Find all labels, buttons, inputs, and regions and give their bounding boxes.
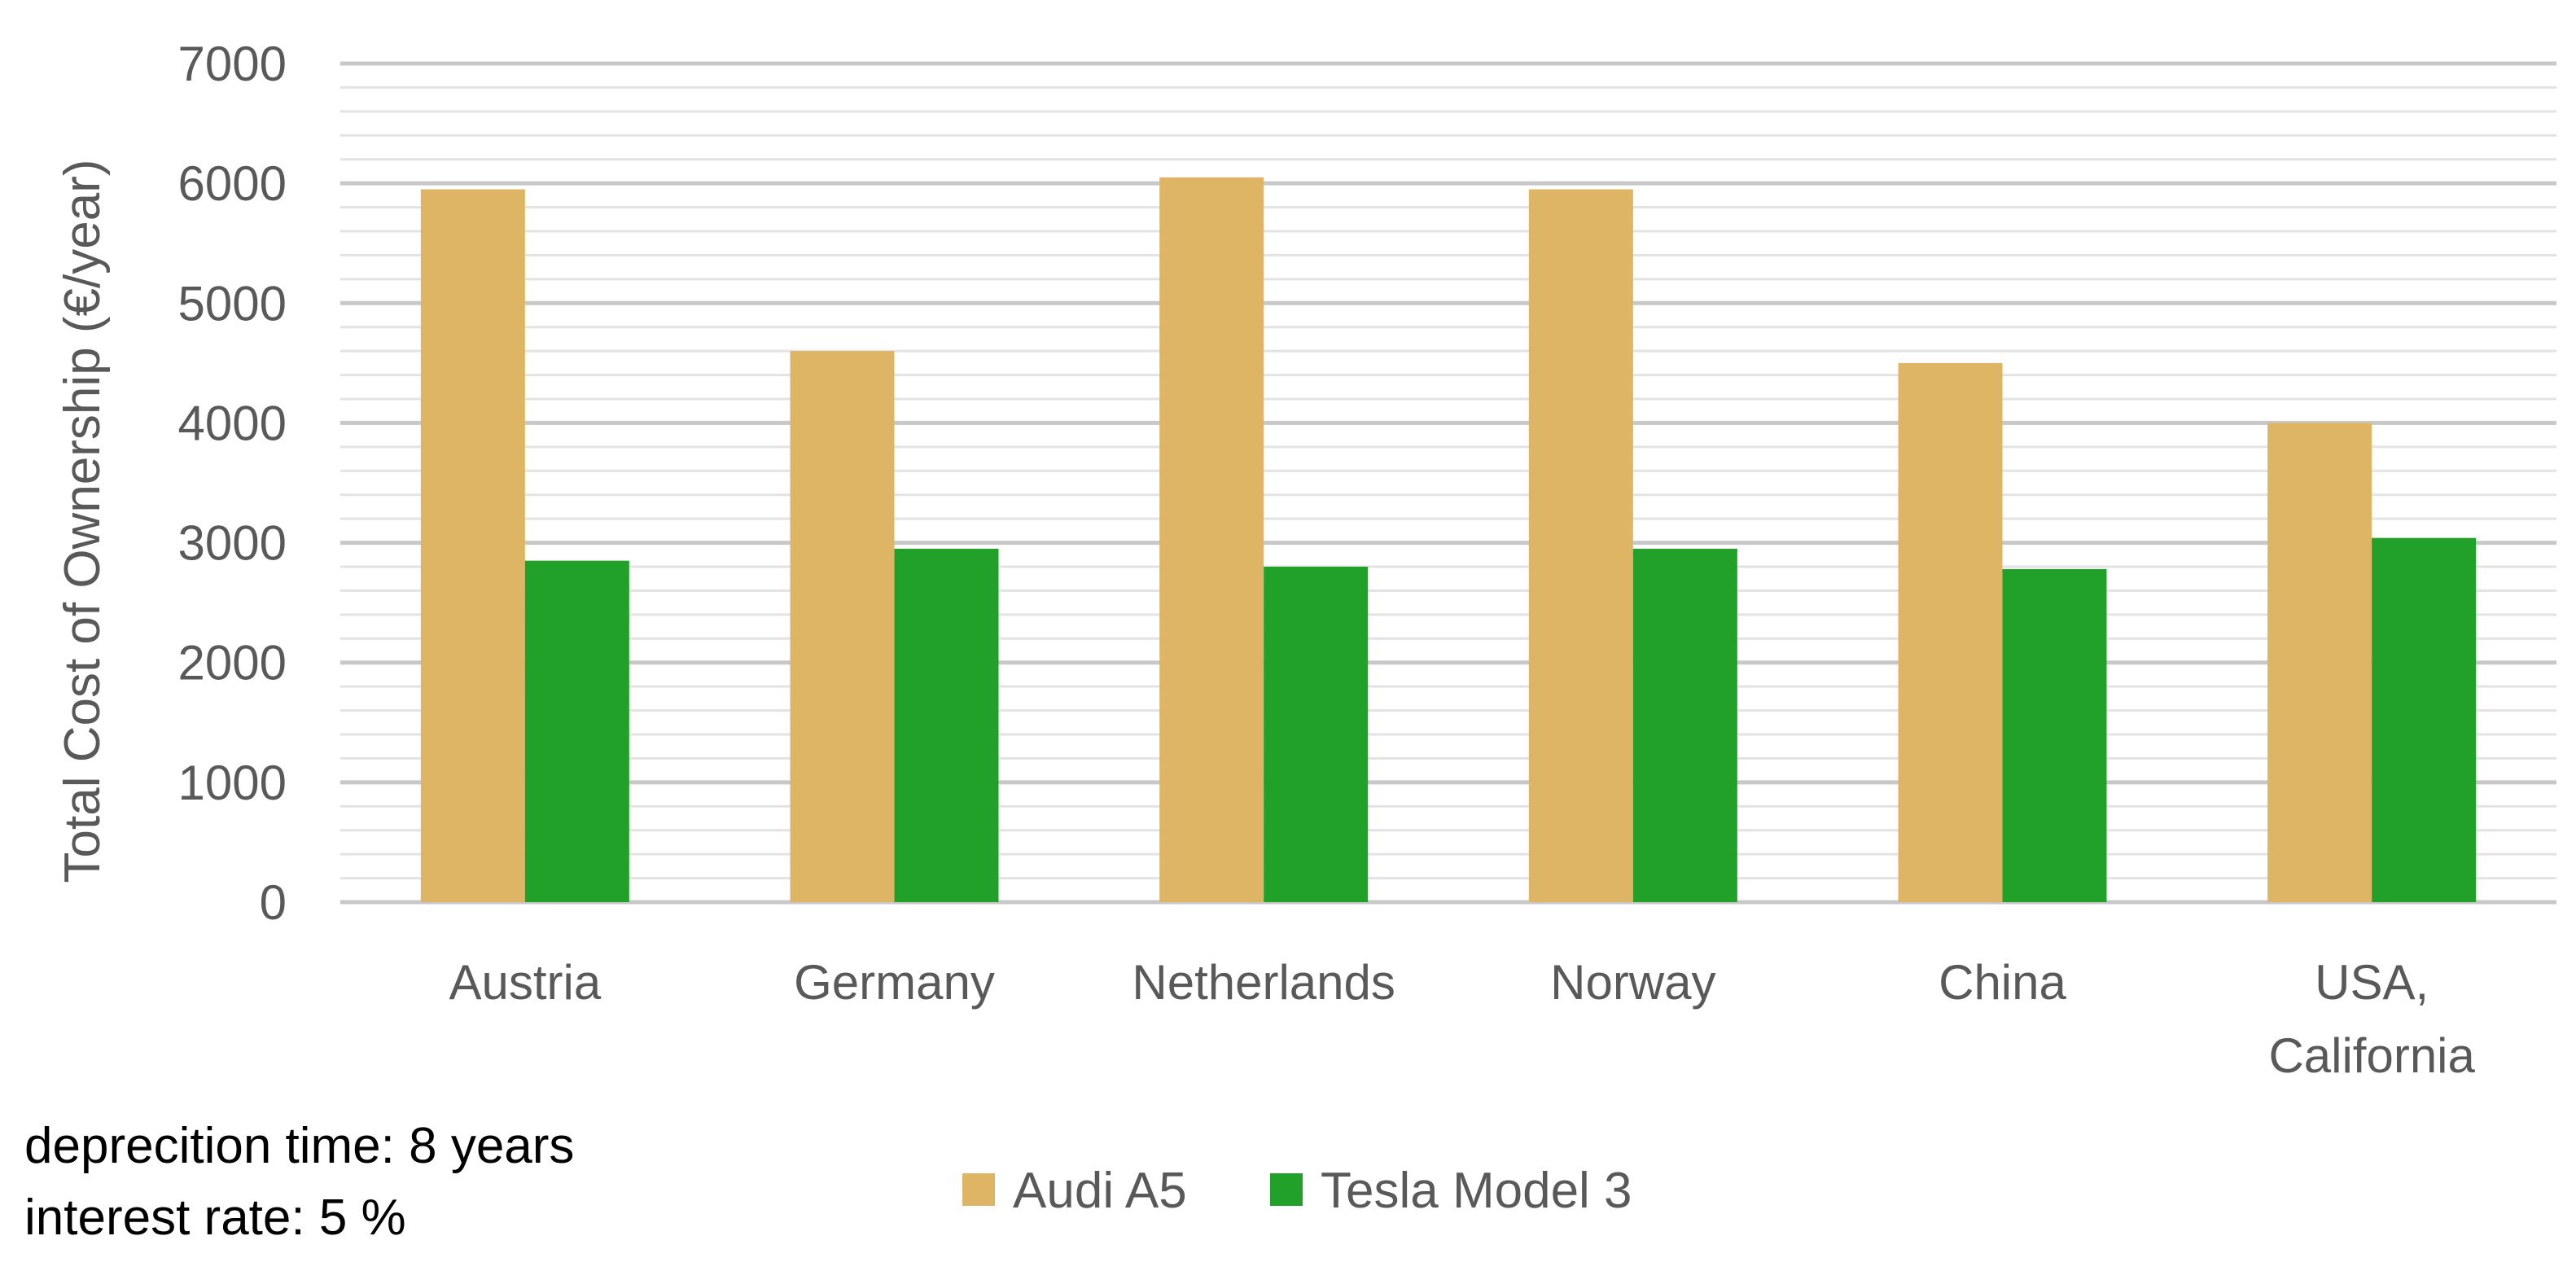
- x-category-label: California: [2268, 1028, 2475, 1083]
- gridlines: [340, 61, 2556, 905]
- interest-note: interest rate: 5 %: [24, 1190, 406, 1246]
- legend-label: Audi A5: [1013, 1163, 1187, 1219]
- y-tick-label: 2000: [178, 636, 287, 690]
- y-tick-label: 4000: [178, 396, 287, 450]
- x-category-label: Netherlands: [1132, 955, 1395, 1010]
- x-category-label: Austria: [449, 955, 601, 1010]
- bar-audi-a5: [420, 189, 525, 902]
- depreciation-note: deprecition time: 8 years: [24, 1118, 575, 1174]
- bar-audi-a5: [2267, 423, 2372, 902]
- legend: Audi A5 Tesla Model 3: [962, 1163, 1632, 1219]
- y-tick-label: 0: [260, 875, 287, 930]
- legend-swatch: [1270, 1173, 1303, 1206]
- bars: [420, 177, 2477, 903]
- x-category-label: Germany: [794, 955, 995, 1010]
- y-tick-label: 5000: [178, 276, 287, 331]
- x-axis-categories: Austria Germany Netherlands Norway China USA,…: [449, 955, 2475, 1083]
- bar-audi-a5: [1898, 362, 2003, 902]
- bar-audi-a5: [1159, 177, 1264, 903]
- x-category-label: China: [1939, 955, 2066, 1010]
- bar-tesla-model-3: [894, 548, 999, 902]
- x-category-label: Norway: [1550, 955, 1715, 1010]
- y-axis-ticks: 0 1000 2000 3000 4000 5000 6000 7000: [178, 37, 287, 930]
- bar-tesla-model-3: [1264, 567, 1369, 902]
- y-tick-label: 6000: [178, 156, 287, 211]
- y-tick-label: 1000: [178, 756, 287, 810]
- bar-audi-a5: [1528, 189, 1633, 902]
- x-category-label: USA,: [2315, 955, 2429, 1010]
- bar-tesla-model-3: [2372, 537, 2477, 902]
- bar-tesla-model-3: [2002, 568, 2107, 902]
- legend-label: Tesla Model 3: [1321, 1163, 1632, 1219]
- bar-tesla-model-3: [1632, 548, 1737, 902]
- y-axis-title: Total Cost of Ownership (€/year): [55, 159, 111, 883]
- bar-tesla-model-3: [524, 560, 629, 902]
- bar-audi-a5: [790, 351, 895, 903]
- legend-swatch: [962, 1173, 995, 1206]
- y-tick-label: 3000: [178, 516, 287, 571]
- y-tick-label: 7000: [178, 37, 287, 91]
